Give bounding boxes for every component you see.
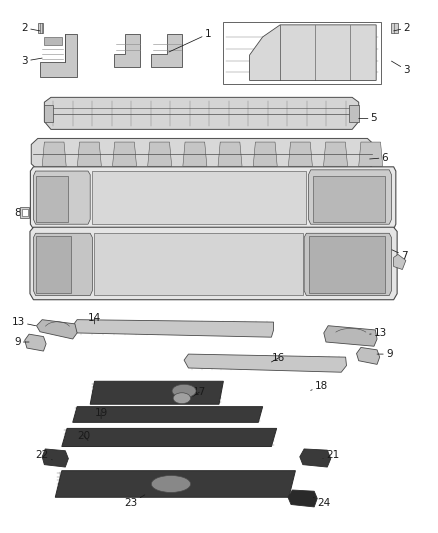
Polygon shape [349, 104, 359, 122]
Text: 7: 7 [392, 249, 408, 261]
Polygon shape [44, 37, 62, 45]
Polygon shape [42, 449, 68, 467]
Polygon shape [92, 171, 306, 224]
Text: 18: 18 [311, 381, 328, 391]
Polygon shape [324, 142, 348, 166]
Text: 13: 13 [370, 328, 387, 338]
Text: 19: 19 [95, 408, 108, 419]
Polygon shape [313, 176, 385, 222]
Text: 16: 16 [271, 353, 285, 364]
Polygon shape [40, 34, 77, 77]
Text: 8: 8 [14, 208, 28, 219]
Polygon shape [184, 354, 346, 372]
Polygon shape [62, 429, 277, 447]
Text: 21: 21 [323, 450, 339, 460]
Text: 13: 13 [11, 317, 35, 327]
Text: 9: 9 [14, 337, 29, 347]
Polygon shape [44, 98, 359, 130]
Polygon shape [359, 142, 383, 166]
Text: 6: 6 [370, 153, 388, 163]
Polygon shape [38, 23, 43, 34]
Polygon shape [55, 471, 295, 497]
Polygon shape [324, 326, 377, 346]
Text: 2: 2 [21, 23, 40, 33]
Text: 1: 1 [169, 29, 212, 52]
Polygon shape [218, 142, 242, 166]
Text: 22: 22 [35, 450, 52, 460]
Text: 9: 9 [377, 349, 392, 359]
Text: 3: 3 [392, 61, 410, 75]
Polygon shape [308, 236, 385, 293]
Polygon shape [44, 104, 53, 122]
Text: 14: 14 [88, 313, 101, 324]
Polygon shape [30, 167, 396, 229]
Text: 3: 3 [21, 56, 42, 66]
Polygon shape [33, 171, 90, 224]
Polygon shape [78, 142, 101, 166]
Polygon shape [357, 348, 380, 365]
Text: 20: 20 [77, 431, 90, 441]
Polygon shape [36, 236, 71, 293]
Polygon shape [148, 142, 172, 166]
Polygon shape [33, 233, 92, 295]
Polygon shape [288, 490, 317, 507]
Polygon shape [36, 176, 68, 222]
Polygon shape [90, 381, 223, 404]
Polygon shape [25, 334, 46, 351]
Polygon shape [20, 207, 29, 218]
Polygon shape [183, 142, 207, 166]
Polygon shape [394, 254, 406, 270]
Polygon shape [30, 227, 397, 300]
Polygon shape [288, 142, 312, 166]
Polygon shape [36, 320, 77, 339]
Polygon shape [253, 142, 277, 166]
Polygon shape [94, 233, 303, 295]
Polygon shape [304, 233, 392, 295]
Polygon shape [300, 449, 331, 467]
Text: 24: 24 [313, 497, 330, 508]
Ellipse shape [172, 384, 196, 398]
Polygon shape [73, 320, 274, 337]
Text: 23: 23 [124, 495, 145, 508]
Polygon shape [114, 34, 141, 67]
Polygon shape [42, 142, 66, 166]
Polygon shape [392, 23, 398, 34]
Ellipse shape [151, 475, 191, 492]
Text: 5: 5 [359, 114, 377, 124]
Text: 17: 17 [193, 387, 206, 397]
Polygon shape [113, 142, 137, 166]
Polygon shape [31, 139, 374, 170]
Polygon shape [308, 170, 392, 224]
Text: 2: 2 [394, 23, 410, 33]
Ellipse shape [173, 393, 191, 403]
Polygon shape [151, 34, 182, 67]
Polygon shape [73, 407, 263, 422]
Polygon shape [250, 25, 376, 80]
Polygon shape [21, 209, 28, 216]
